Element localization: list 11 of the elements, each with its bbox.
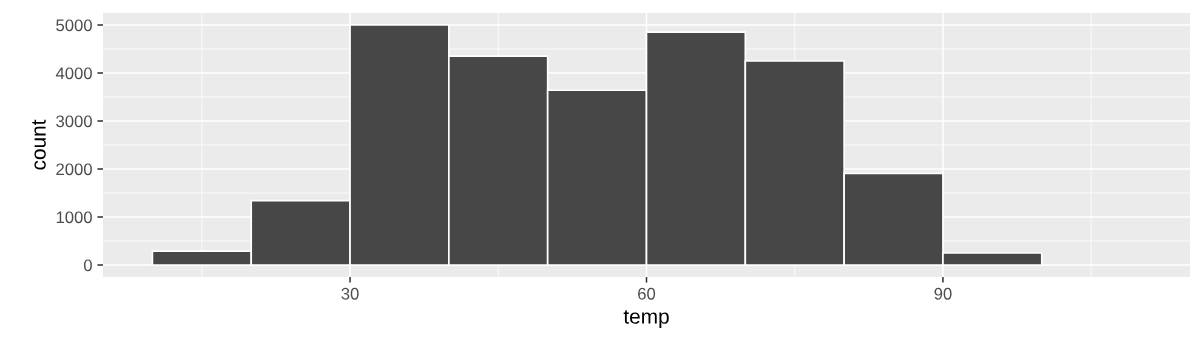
y-tick-label: 5000: [56, 19, 92, 32]
x-axis-title: temp: [623, 310, 669, 328]
y-tick-label: 2000: [56, 163, 92, 176]
x-tick-label: 30: [341, 287, 359, 300]
y-tick-label: 3000: [56, 115, 92, 128]
x-tick-label: 90: [934, 287, 952, 300]
x-tick-label: 60: [638, 287, 656, 300]
y-tick-label: 0: [83, 259, 92, 272]
y-axis-title: count: [32, 119, 46, 170]
y-tick-label: 1000: [56, 211, 92, 224]
y-tick-label: 4000: [55, 67, 92, 80]
